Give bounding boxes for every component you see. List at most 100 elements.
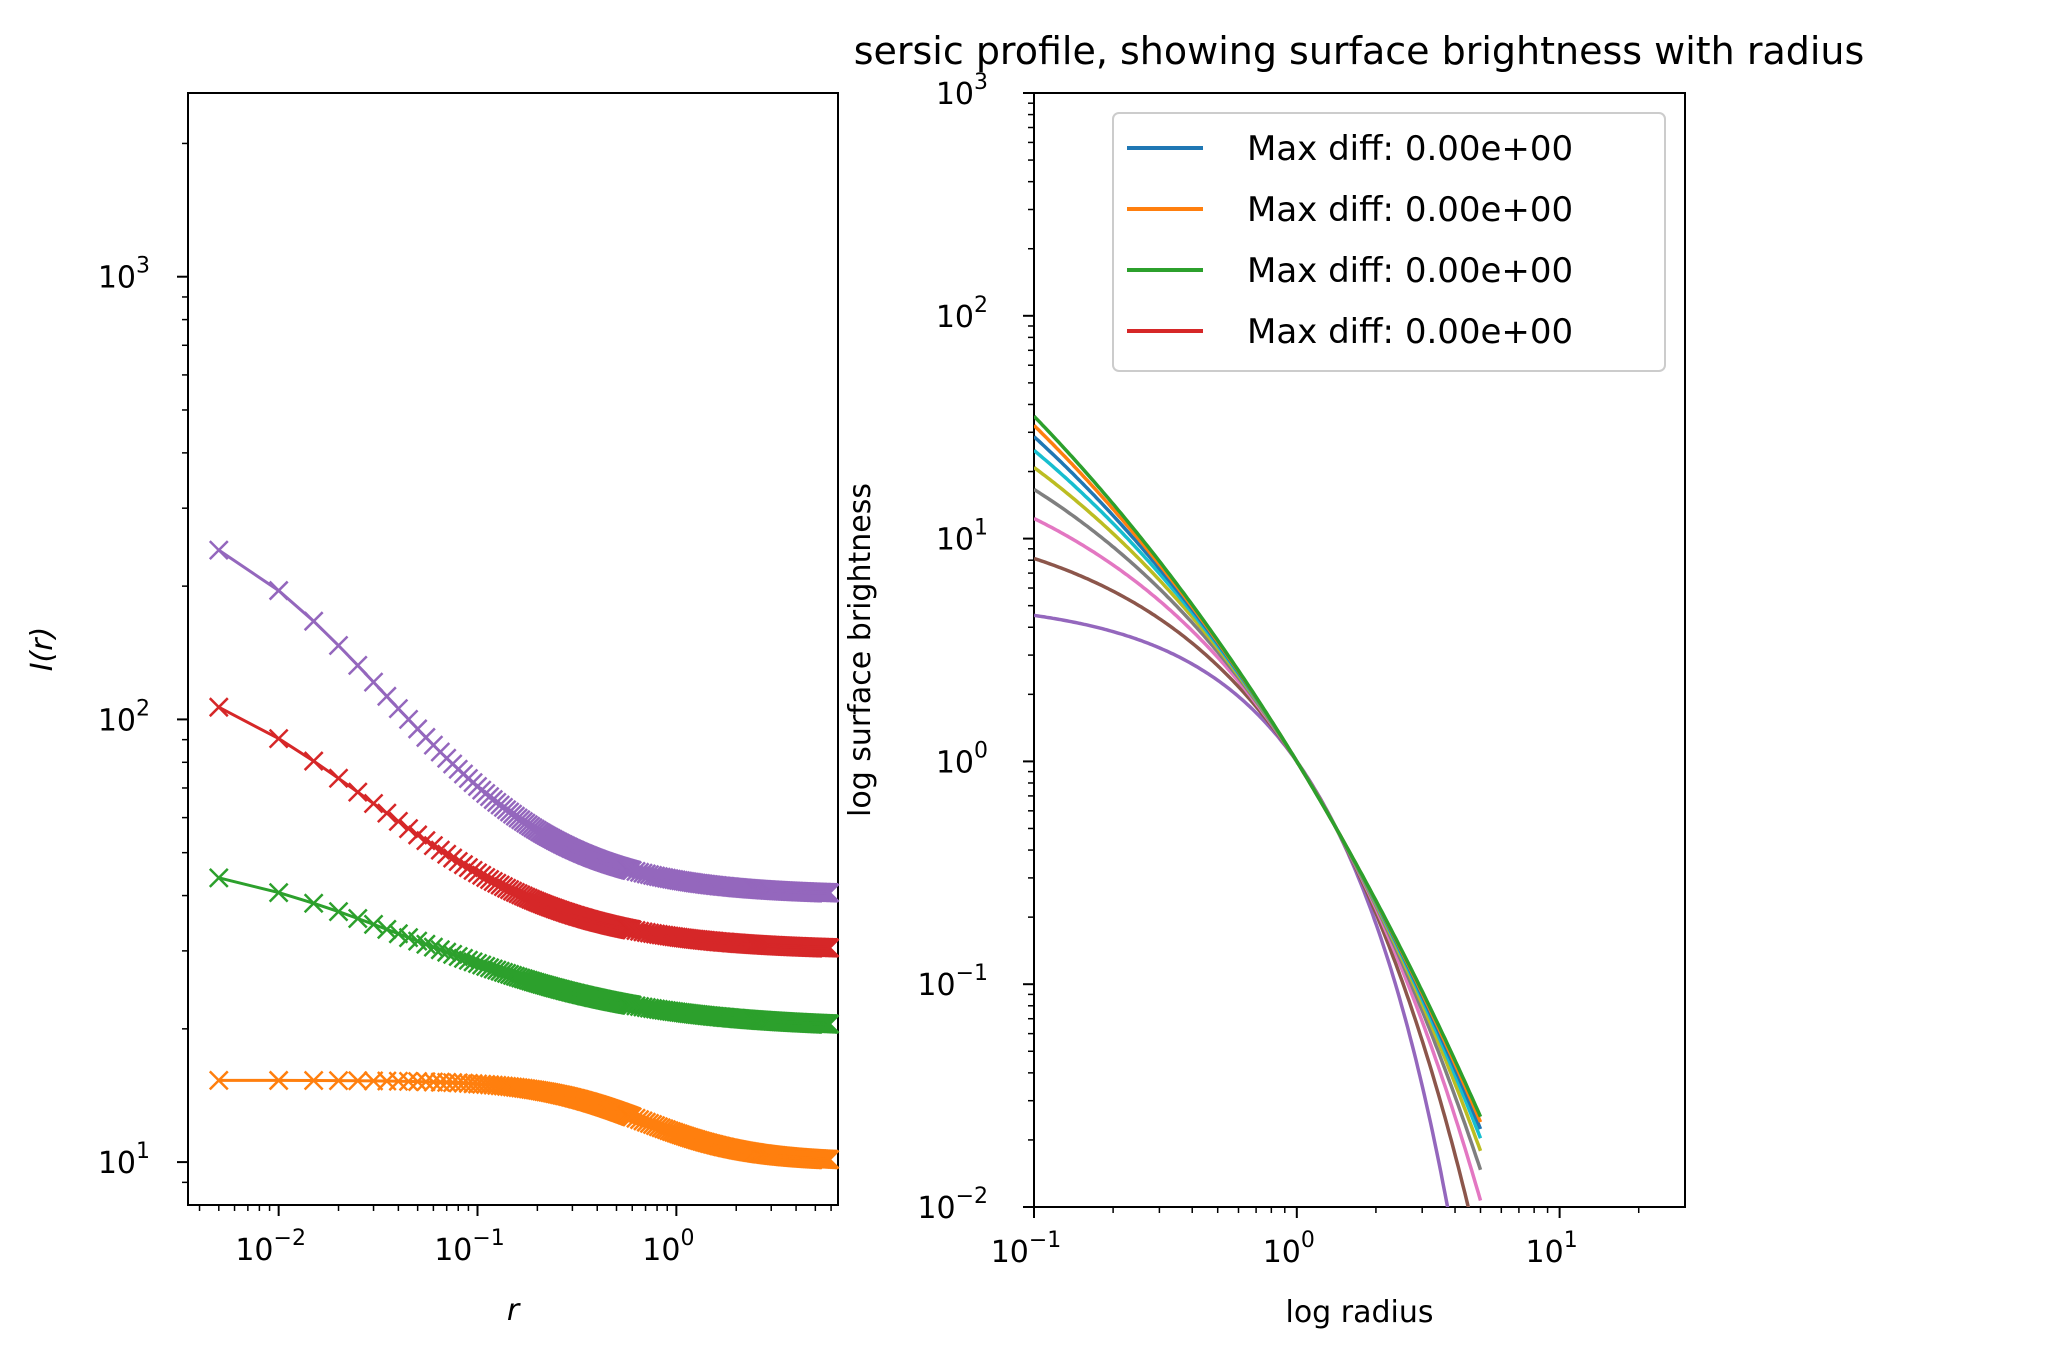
- legend-box: [1112, 112, 1666, 372]
- data-point-x-marker: [622, 1107, 643, 1127]
- data-point-x-marker: [407, 1071, 428, 1092]
- legend-label: Max diff: 0.00e+00: [1247, 312, 1573, 352]
- y-axis-label: I(r): [25, 627, 60, 672]
- y-tick-mantissa: 10: [936, 300, 974, 335]
- plot-frame: [1033, 92, 1686, 1208]
- y-axis-label: log surface brightness: [843, 483, 878, 817]
- data-point-x-marker: [376, 919, 397, 940]
- x-tick-mantissa: 10: [991, 1235, 1029, 1270]
- data-point-x-marker: [448, 946, 469, 967]
- y-tick-mantissa: 10: [98, 1146, 136, 1181]
- data-point-x-marker: [415, 1071, 436, 1092]
- data-point-x-marker: [475, 956, 496, 977]
- data-point-x-marker: [453, 854, 474, 875]
- data-point-x-marker: [819, 1014, 840, 1034]
- y-tick-label: 10−2: [917, 1184, 988, 1226]
- data-point-x-marker: [303, 611, 324, 632]
- data-point-x-marker: [819, 937, 840, 958]
- data-point-x-marker: [819, 882, 840, 903]
- y-tick-exponent: −1: [956, 961, 988, 986]
- data-point-x-marker: [303, 1070, 324, 1091]
- x-tick-mantissa: 10: [1263, 1235, 1301, 1270]
- chart-title: sersic profile, showing surface brightne…: [854, 29, 1865, 73]
- x-tick-label: 10−1: [991, 1228, 1062, 1270]
- x-tick-exponent: −1: [472, 1226, 504, 1251]
- y-tick-mantissa: 10: [917, 968, 955, 1003]
- data-point-x-marker: [328, 901, 349, 922]
- data-point-x-marker: [303, 751, 324, 771]
- y-tick-mantissa: 10: [98, 261, 136, 296]
- data-point-x-marker: [442, 944, 463, 965]
- y-tick-exponent: 2: [136, 696, 150, 721]
- x-tick-label: 101: [1526, 1228, 1578, 1270]
- data-point-x-marker: [268, 1070, 289, 1091]
- series-line: [1034, 516, 1483, 1201]
- y-tick-label: 100: [936, 738, 988, 780]
- data-point-x-marker: [303, 893, 324, 914]
- x-axis-label: log radius: [1285, 1295, 1433, 1330]
- data-point-x-marker: [268, 728, 289, 749]
- data-point-x-marker: [347, 908, 368, 929]
- y-tick-exponent: 2: [974, 293, 988, 318]
- data-point-x-marker: [347, 655, 368, 676]
- data-point-x-marker: [626, 1108, 646, 1129]
- series-line: [1034, 613, 1450, 1207]
- series-line: [1034, 487, 1483, 1171]
- data-point-x-marker: [208, 540, 229, 561]
- x-tick-exponent: −2: [274, 1226, 306, 1251]
- data-point-x-marker: [268, 882, 289, 903]
- data-point-x-marker: [436, 942, 457, 963]
- legend-label: Max diff: 0.00e+00: [1247, 129, 1573, 169]
- y-tick-mantissa: 10: [917, 1191, 955, 1226]
- y-tick-mantissa: 10: [936, 745, 974, 780]
- data-point-x-marker: [436, 844, 457, 865]
- data-point-x-marker: [208, 697, 229, 718]
- y-tick-exponent: 0: [974, 738, 988, 763]
- series-line: [217, 548, 830, 895]
- data-point-x-marker: [328, 768, 349, 789]
- x-tick-exponent: −1: [1029, 1228, 1061, 1253]
- data-point-x-marker: [388, 811, 409, 832]
- series-line: [1034, 448, 1483, 1139]
- data-point-x-marker: [398, 818, 419, 839]
- data-point-x-marker: [268, 580, 289, 601]
- y-tick-label: 103: [936, 70, 988, 112]
- y-tick-label: 101: [936, 516, 988, 558]
- x-axis-label: r: [507, 1293, 521, 1328]
- y-tick-label: 103: [98, 254, 150, 296]
- series-line: [1034, 435, 1483, 1130]
- x-tick-exponent: 0: [680, 1226, 694, 1251]
- series-line: [1034, 414, 1483, 1118]
- data-point-x-marker: [208, 867, 229, 888]
- data-point-x-marker: [430, 939, 451, 960]
- y-tick-label: 102: [936, 293, 988, 335]
- data-point-x-marker: [363, 914, 384, 935]
- x-tick-exponent: 0: [1301, 1228, 1315, 1253]
- x-tick-label: 100: [642, 1226, 694, 1268]
- y-tick-mantissa: 10: [98, 703, 136, 738]
- data-point-x-marker: [328, 635, 349, 656]
- y-tick-exponent: 1: [974, 516, 988, 541]
- data-point-x-marker: [363, 793, 384, 814]
- y-tick-exponent: 1: [136, 1139, 150, 1164]
- y-tick-exponent: 3: [136, 254, 150, 279]
- y-tick-label: 10−1: [917, 961, 988, 1003]
- x-tick-label: 100: [1263, 1228, 1315, 1270]
- data-point-x-marker: [479, 957, 500, 978]
- data-point-x-marker: [819, 1149, 840, 1170]
- series-line: [1034, 556, 1471, 1207]
- plot-frame: [187, 92, 839, 1206]
- y-tick-exponent: −2: [956, 1184, 988, 1209]
- x-tick-mantissa: 10: [434, 1233, 472, 1268]
- y-tick-mantissa: 10: [936, 523, 974, 558]
- y-tick-exponent: 3: [974, 70, 988, 95]
- data-point-x-marker: [407, 825, 428, 845]
- x-tick-mantissa: 10: [1526, 1235, 1564, 1270]
- y-tick-label: 102: [98, 696, 150, 738]
- data-point-x-marker: [208, 1070, 229, 1091]
- data-point-x-marker: [388, 923, 409, 944]
- data-point-x-marker: [376, 803, 397, 824]
- data-point-x-marker: [423, 937, 444, 958]
